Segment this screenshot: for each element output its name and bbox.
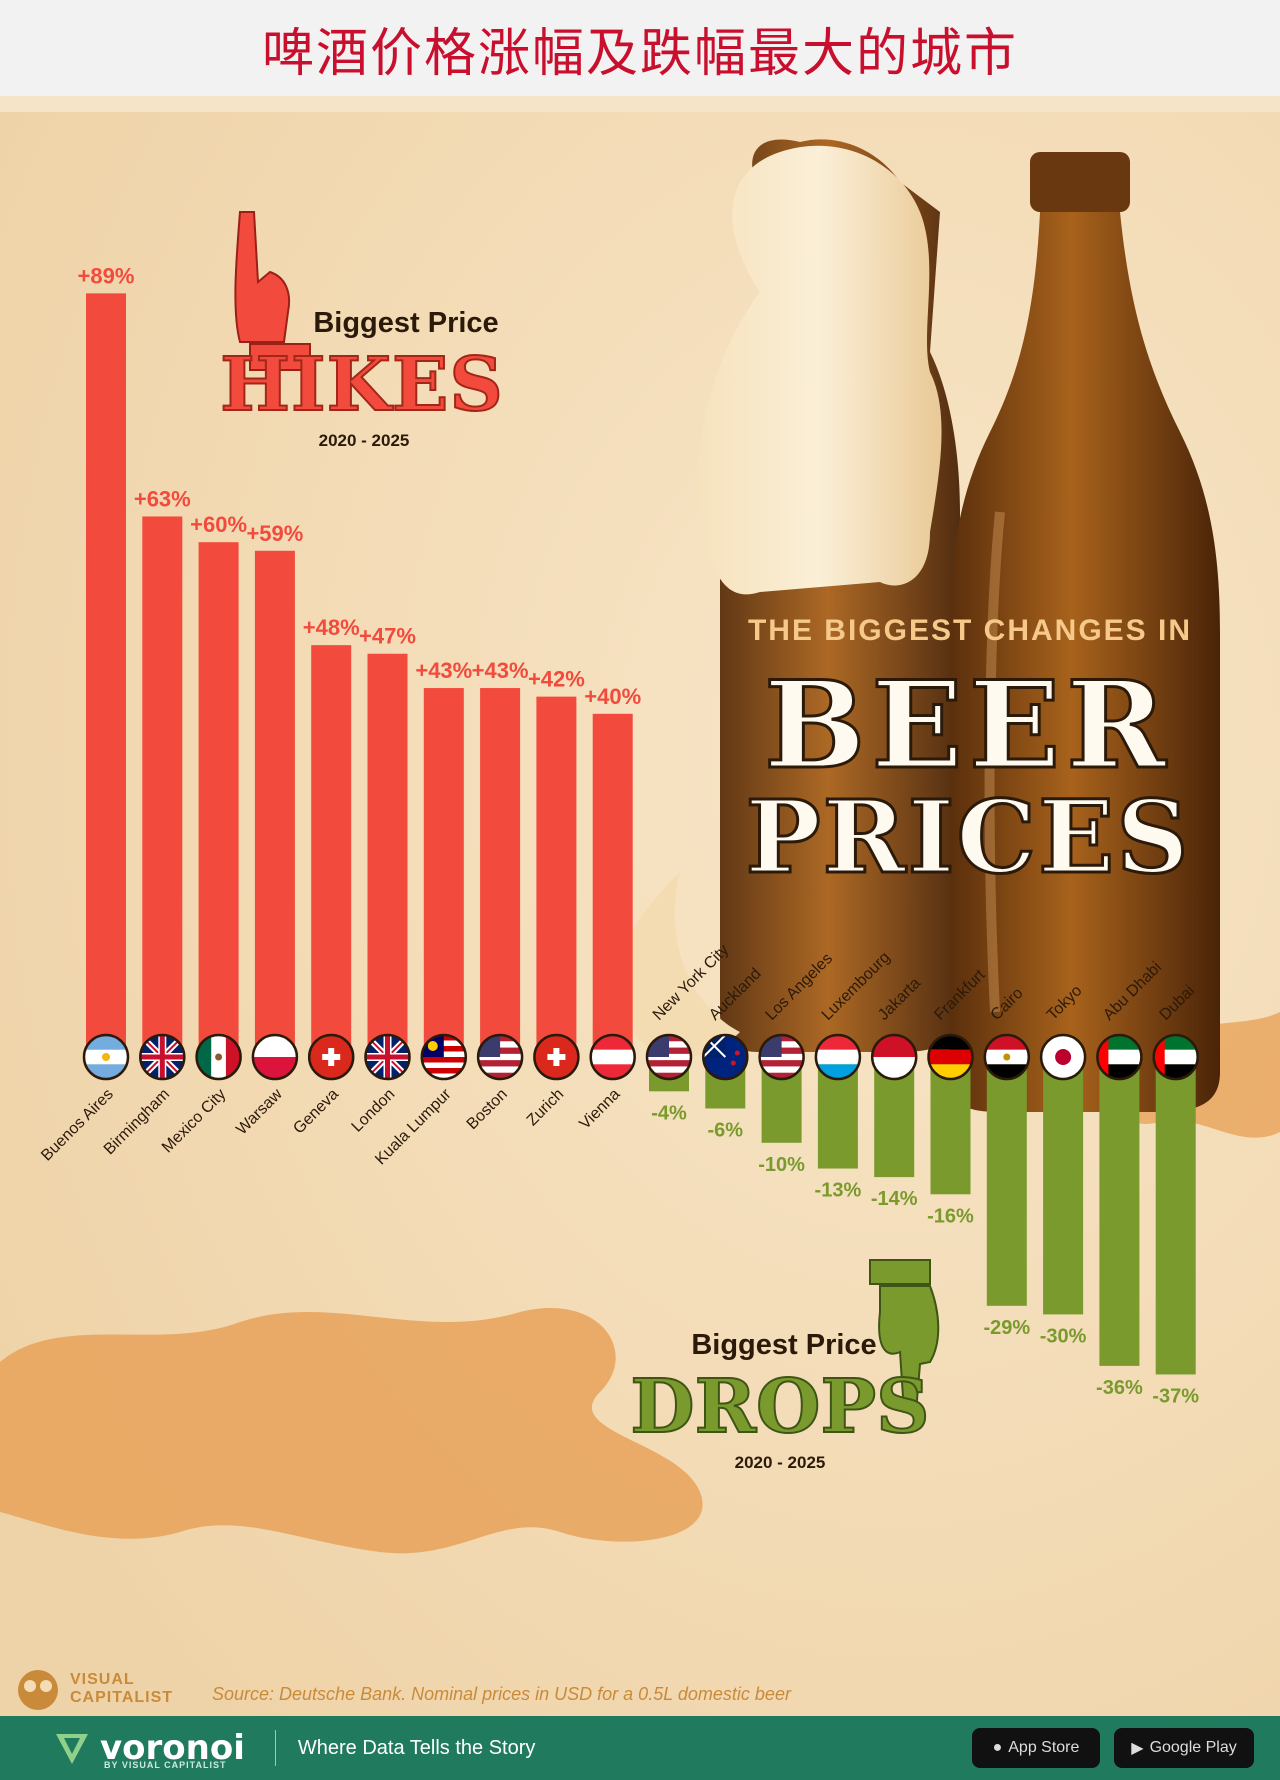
malaysia-flag-icon — [420, 1033, 468, 1081]
voronoi-brand[interactable]: voronoi — [52, 1728, 245, 1768]
uae-flag-icon — [1096, 1033, 1143, 1081]
drops-label: Biggest Price — [691, 1329, 876, 1361]
voronoi-brand-sub: BY VISUAL CAPITALIST — [104, 1760, 227, 1770]
value-label-geneva: +48% — [303, 615, 360, 640]
google-play-button[interactable]: ▶ Google Play — [1114, 1728, 1254, 1768]
play-icon: ▶ — [1131, 1740, 1144, 1757]
bar-london — [367, 653, 408, 1057]
value-label-luxembourg: -13% — [815, 1180, 862, 1202]
usa-flag-icon — [645, 1033, 693, 1081]
hikes-label: Biggest Price — [313, 307, 498, 339]
value-label-birmingham: +63% — [134, 486, 191, 511]
headline-beer: BEER — [764, 655, 1172, 796]
visual-capitalist-logo — [18, 1670, 58, 1710]
uk-flag-icon — [139, 1033, 186, 1081]
austria-flag-icon — [589, 1033, 636, 1081]
indonesia-flag-icon — [870, 1033, 918, 1081]
footer-bar: voronoi BY VISUAL CAPITALIST Where Data … — [0, 1716, 1280, 1780]
bar-boston — [480, 688, 521, 1057]
flags-layer — [82, 1033, 1199, 1081]
value-label-tokyo: -30% — [1040, 1325, 1087, 1347]
headline-small: THE BIGGEST CHANGES IN — [748, 614, 1192, 647]
bar-birmingham — [142, 516, 183, 1057]
usa-flag-icon — [476, 1033, 524, 1081]
google-play-label: Google Play — [1149, 1739, 1237, 1756]
uae-flag-icon — [1152, 1033, 1199, 1081]
poland-flag-icon — [251, 1033, 299, 1081]
value-label-jakarta: -14% — [871, 1188, 918, 1210]
germany-flag-icon — [927, 1033, 974, 1081]
value-label-frankfurt: -16% — [927, 1205, 974, 1227]
value-label-vienna: +40% — [584, 684, 641, 709]
switzerland-flag-icon — [533, 1033, 580, 1081]
bar-abu-dhabi — [1099, 1057, 1140, 1366]
hikes-word: HIKES — [220, 342, 504, 428]
brown-bottle-illustration — [950, 152, 1220, 1112]
app-store-label: App Store — [1008, 1739, 1080, 1756]
value-label-warsaw: +59% — [246, 521, 303, 546]
switzerland-flag-icon — [307, 1033, 355, 1081]
value-label-london: +47% — [359, 624, 416, 649]
value-label-cairo: -29% — [983, 1317, 1030, 1339]
bar-geneva — [311, 645, 352, 1057]
value-label-boston: +43% — [472, 658, 529, 683]
bar-cairo — [986, 1057, 1027, 1306]
value-label-new-york-city: -4% — [651, 1102, 687, 1124]
value-label-abu-dhabi: -36% — [1096, 1377, 1143, 1399]
vc-logo-line1: VISUAL — [70, 1671, 135, 1688]
new-zealand-flag-icon — [702, 1033, 749, 1081]
bar-kuala-lumpur — [423, 688, 464, 1057]
beer-spill-left — [0, 1308, 703, 1554]
value-label-auckland: -6% — [708, 1119, 744, 1141]
bar-warsaw — [254, 550, 295, 1057]
egypt-flag-icon — [983, 1033, 1031, 1081]
bar-dubai — [1155, 1057, 1196, 1375]
voronoi-brand-name: voronoi — [100, 1728, 245, 1768]
bar-zurich — [536, 696, 577, 1057]
source-note: Source: Deutsche Bank. Nominal prices in… — [212, 1684, 792, 1704]
japan-flag-icon — [1039, 1033, 1087, 1081]
headline-prices: PRICES — [745, 778, 1190, 896]
uk-flag-icon — [364, 1033, 411, 1081]
value-label-mexico-city: +60% — [190, 512, 247, 537]
bar-vienna — [592, 713, 633, 1057]
page-title: 啤酒价格涨幅及跌幅最大的城市 — [261, 23, 1018, 84]
title-bar: 啤酒价格涨幅及跌幅最大的城市 — [0, 0, 1280, 96]
luxembourg-flag-icon — [814, 1033, 862, 1081]
app-store-button[interactable]: ● App Store — [972, 1728, 1100, 1768]
bar-mexico-city — [198, 542, 239, 1057]
footer-divider — [274, 1730, 276, 1766]
bar-buenos-aires — [86, 293, 126, 1057]
mexico-flag-icon — [195, 1033, 242, 1081]
infographic: THE BIGGEST CHANGES IN BEER PRICES Bigge… — [0, 112, 1280, 1716]
value-label-los-angeles: -10% — [758, 1154, 805, 1176]
bars-layer: +89%Buenos Aires+63%Birmingham+60%Mexico… — [38, 263, 1199, 1407]
vc-logo-line2: CAPITALIST — [70, 1689, 173, 1706]
beer-price-chart: THE BIGGEST CHANGES IN BEER PRICES Bigge… — [0, 112, 1280, 1716]
value-label-zurich: +42% — [528, 667, 585, 692]
footer-tagline: Where Data Tells the Story — [297, 1736, 536, 1759]
value-label-buenos-aires: +89% — [78, 263, 135, 288]
hikes-hand-icon — [234, 211, 311, 371]
foamy-bottle-illustration — [614, 139, 960, 1057]
drops-years: 2020 - 2025 — [735, 1453, 826, 1472]
usa-flag-icon — [758, 1033, 805, 1081]
hikes-years: 2020 - 2025 — [319, 431, 410, 450]
drops-word: DROPS — [630, 1364, 929, 1450]
value-label-dubai: -37% — [1152, 1385, 1199, 1407]
value-label-kuala-lumpur: +43% — [415, 658, 472, 683]
apple-icon: ● — [992, 1739, 1003, 1756]
voronoi-logo-icon — [56, 1734, 88, 1764]
drops-hand-icon — [869, 1259, 940, 1413]
argentina-flag-icon — [82, 1033, 130, 1081]
bar-tokyo — [1043, 1057, 1084, 1315]
